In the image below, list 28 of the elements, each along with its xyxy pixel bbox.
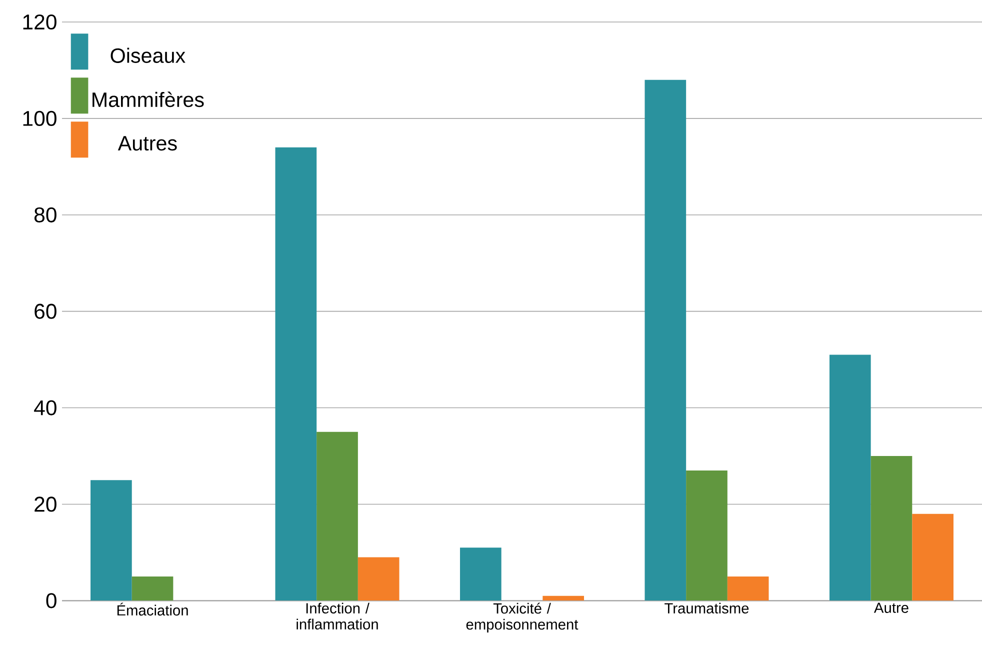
bar [132, 576, 174, 601]
legend-label: Mammifères [92, 92, 204, 108]
legend-label: Autres [118, 136, 177, 151]
bar [90, 480, 132, 601]
y-tick-label: 0 [46, 593, 56, 608]
bar [316, 432, 358, 601]
x-tick-label: Toxicité / empoisonnement [466, 602, 578, 633]
y-tick-label: 100 [23, 110, 56, 126]
x-tick-label: Autre [874, 602, 908, 613]
y-tick-label: 40 [34, 400, 56, 416]
y-tick-label: 60 [34, 304, 56, 319]
bar [686, 470, 728, 601]
bar [727, 576, 769, 601]
x-tick-label: Émaciation [117, 602, 188, 616]
x-tick-label: Infection / inflammation [296, 602, 378, 630]
bar [829, 354, 871, 601]
bar [870, 456, 912, 601]
bar [358, 557, 400, 601]
legend-label: Oiseaux [110, 48, 186, 63]
bar [644, 80, 686, 601]
bar [460, 548, 502, 601]
bar [275, 147, 317, 601]
y-tick-label: 20 [34, 496, 56, 512]
bar [912, 514, 954, 601]
y-tick-label: 120 [23, 14, 56, 30]
bar [542, 596, 584, 601]
y-tick-label: 80 [34, 207, 56, 222]
x-tick-label: Traumatisme [664, 602, 749, 614]
